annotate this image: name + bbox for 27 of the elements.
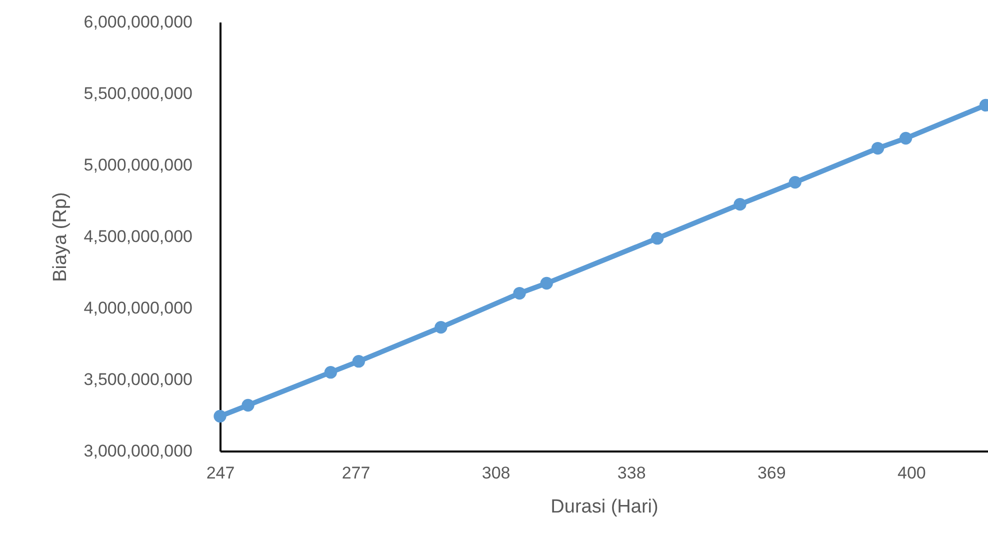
y-tick-label: 3,000,000,000 [84,442,192,460]
point [788,176,802,189]
x-tick-label: 400 [898,464,926,482]
point [513,286,526,300]
y-tick-label: 3,500,000,000 [84,370,192,389]
point [242,398,254,412]
x-tick-label: 369 [757,464,786,482]
point [434,320,448,334]
y-tick-label: 5,500,000,000 [84,84,192,103]
point [734,198,746,211]
y-axis-title: Biaya (Rp) [50,192,71,282]
x-tick-label: 308 [482,464,510,482]
point [324,366,338,379]
point [650,232,664,245]
x-tick-label: 277 [342,464,370,482]
y-tick-label: 6,000,000,000 [84,12,192,32]
y-tick-label: 4,000,000,000 [84,298,192,318]
x-tick-label: 247 [206,464,235,482]
point [352,355,366,368]
y-tick-label: 4,500,000,000 [84,227,192,246]
y-tick-label: 5,000,000,000 [84,156,192,174]
point [540,276,553,290]
point [871,142,884,155]
point [899,132,912,145]
point [214,410,226,423]
x-axis-title: Durasi (Hari) [550,496,658,518]
x-tick-label: 338 [617,464,646,482]
